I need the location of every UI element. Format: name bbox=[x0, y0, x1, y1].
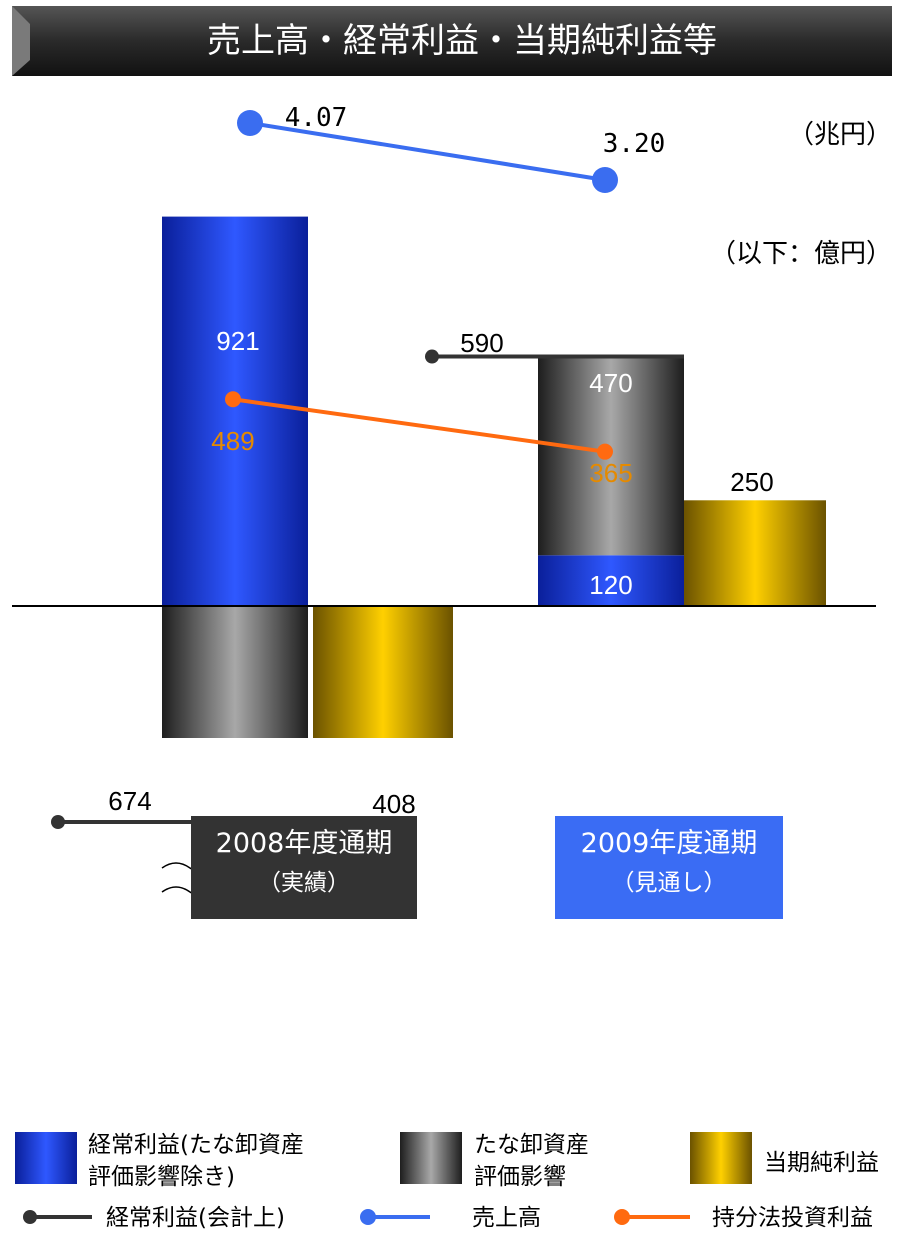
legend-label-ordinary-excl-line2: 評価影響除き) bbox=[88, 1164, 235, 1190]
legend-marker-sales bbox=[360, 1209, 376, 1225]
legend-label-net-income: 当期純利益 bbox=[764, 1150, 879, 1176]
unit-lower: （以下：億円） bbox=[710, 239, 892, 269]
equity-marker-2008 bbox=[225, 391, 241, 408]
legend-label-ordinary-excl-line1: 経常利益(たな卸資産 bbox=[88, 1132, 304, 1158]
ordinary-label-2008: 674 bbox=[108, 786, 151, 816]
bar-2009-ordinary-excl bbox=[538, 555, 684, 606]
title-banner bbox=[12, 6, 892, 76]
category-box-2009 bbox=[555, 816, 783, 919]
sales-marker-2008 bbox=[237, 110, 263, 136]
legend-swatch-gold bbox=[690, 1132, 752, 1184]
bar-2008-inventory bbox=[162, 606, 308, 738]
label-2008-inventory: 1,596 bbox=[221, 931, 286, 961]
label-2009-inventory: 470 bbox=[589, 368, 632, 398]
legend-marker-ordinary bbox=[23, 1210, 37, 1224]
legend-swatch-gray bbox=[400, 1132, 462, 1184]
ordinary-marker-2008 bbox=[51, 815, 65, 829]
equity-label-2009: 365 bbox=[589, 458, 632, 488]
legend-swatch-blue bbox=[15, 1132, 77, 1184]
sales-label-2009: 3.20 bbox=[603, 129, 666, 159]
legend-marker-equity bbox=[614, 1209, 630, 1225]
label-2008-net-income: 408 bbox=[372, 789, 415, 819]
sales-label-2008: 4.07 bbox=[285, 103, 348, 133]
label-2008-ordinary-excl: 921 bbox=[216, 326, 259, 356]
bar-2009-net-income bbox=[684, 500, 826, 606]
category-label-2008: 2008年度通期 bbox=[216, 828, 393, 859]
category-box-2008 bbox=[191, 816, 417, 919]
bar-2008-ordinary-excl bbox=[162, 216, 308, 606]
legend-label-ordinary: 経常利益(会計上) bbox=[106, 1205, 285, 1231]
legend-label-inventory-line1: たな卸資産 bbox=[474, 1132, 589, 1158]
category-sublabel-2009: （見通し） bbox=[612, 870, 727, 896]
ordinary-label-2009: 590 bbox=[460, 328, 503, 358]
unit-upper: （兆円） bbox=[788, 120, 892, 150]
category-sublabel-2008: （実績） bbox=[258, 870, 350, 896]
chart-title: 売上高・経常利益・当期純利益等 bbox=[207, 21, 717, 61]
equity-label-2008: 489 bbox=[211, 426, 254, 456]
legend-label-equity: 持分法投資利益 bbox=[712, 1205, 873, 1231]
sales-line bbox=[249, 121, 606, 182]
legend: 経常利益(たな卸資産 評価影響除き) たな卸資産 評価影響 当期純利益 経常利益… bbox=[15, 1132, 879, 1231]
legend-label-inventory-line2: 評価影響 bbox=[474, 1164, 566, 1190]
title-banner-bevel bbox=[12, 6, 30, 76]
equity-marker-2009 bbox=[597, 443, 613, 460]
label-2009-ordinary-excl: 120 bbox=[589, 570, 632, 600]
legend-label-sales: 売上高 bbox=[472, 1205, 541, 1231]
equity-line bbox=[232, 397, 606, 454]
sales-marker-2009 bbox=[592, 167, 618, 193]
label-2009-net-income: 250 bbox=[730, 467, 773, 497]
ordinary-marker-2009 bbox=[425, 349, 439, 364]
category-label-2009: 2009年度通期 bbox=[581, 828, 758, 859]
bar-2008-net-income bbox=[313, 606, 453, 738]
